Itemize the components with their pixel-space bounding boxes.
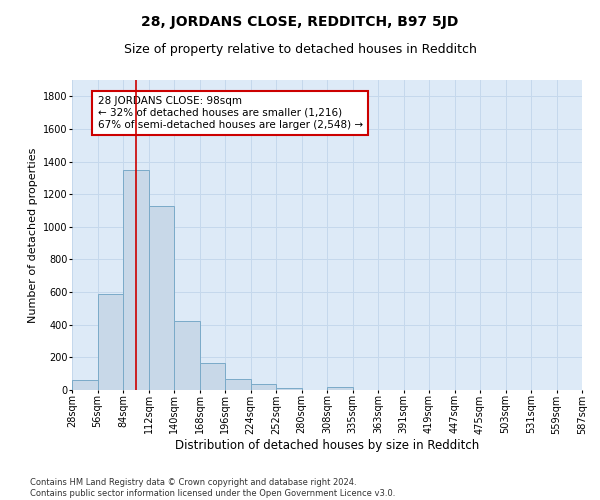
Text: Size of property relative to detached houses in Redditch: Size of property relative to detached ho… bbox=[124, 42, 476, 56]
Bar bbox=[72, 380, 97, 390]
Bar bbox=[327, 386, 353, 390]
Y-axis label: Number of detached properties: Number of detached properties bbox=[28, 148, 38, 322]
Text: 28 JORDANS CLOSE: 98sqm
← 32% of detached houses are smaller (1,216)
67% of semi: 28 JORDANS CLOSE: 98sqm ← 32% of detache… bbox=[97, 96, 362, 130]
Bar bbox=[199, 363, 225, 390]
Bar bbox=[149, 206, 174, 390]
Bar bbox=[251, 384, 276, 390]
X-axis label: Distribution of detached houses by size in Redditch: Distribution of detached houses by size … bbox=[175, 439, 479, 452]
Text: 28, JORDANS CLOSE, REDDITCH, B97 5JD: 28, JORDANS CLOSE, REDDITCH, B97 5JD bbox=[142, 15, 458, 29]
Text: Contains HM Land Registry data © Crown copyright and database right 2024.
Contai: Contains HM Land Registry data © Crown c… bbox=[30, 478, 395, 498]
Bar bbox=[174, 320, 199, 390]
Bar bbox=[276, 388, 302, 390]
Bar bbox=[97, 294, 123, 390]
Bar bbox=[225, 380, 251, 390]
Bar bbox=[123, 170, 149, 390]
